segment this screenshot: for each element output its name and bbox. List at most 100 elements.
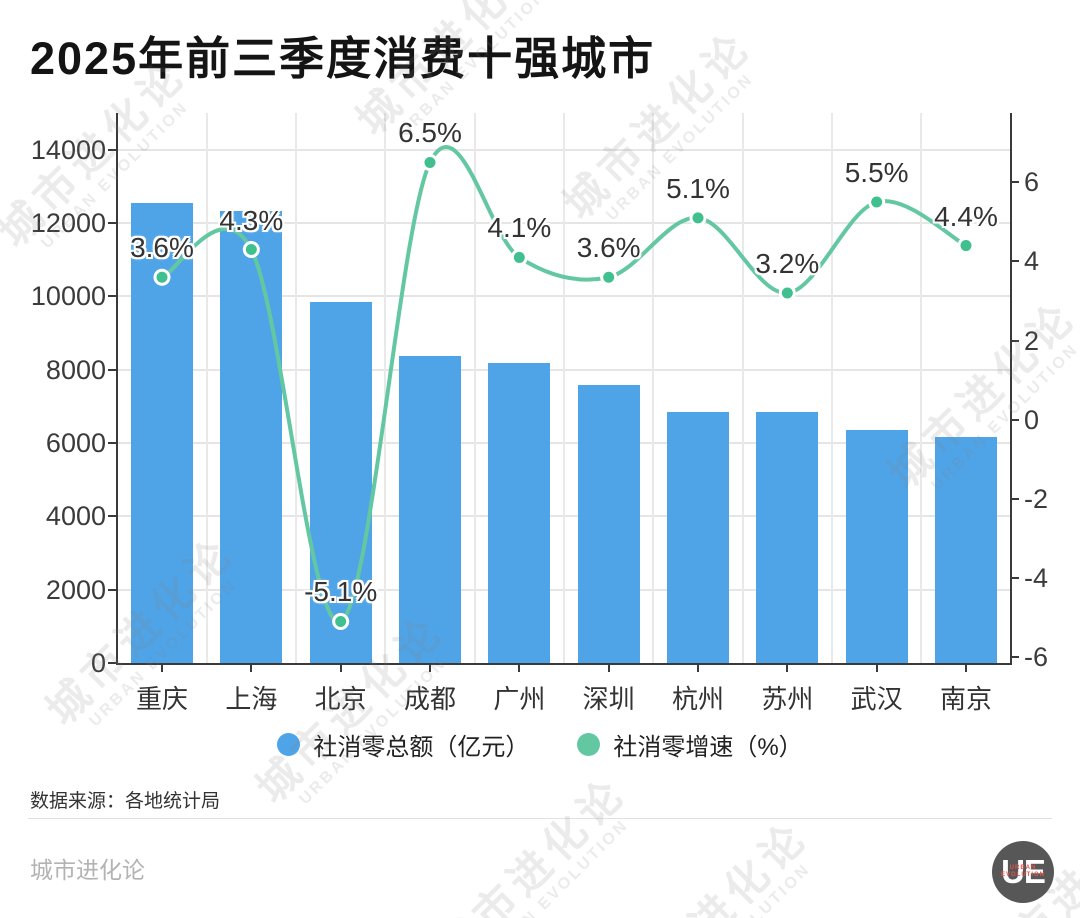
city-label-9: 南京 <box>939 684 992 714</box>
legend-item-1: 社消零增速（%） <box>577 727 803 762</box>
city-label-7: 苏州 <box>761 684 814 714</box>
legend-label-1: 社消零增速（%） <box>613 734 803 761</box>
left-axis-label-0: 0 <box>90 648 106 678</box>
growth-value-label-3: 6.5% <box>398 117 462 149</box>
gridline-v-1 <box>294 113 297 663</box>
bar-1 <box>220 210 283 663</box>
plot-area: 3.6% 4.3% -5.1% 6.5% 4.1% 3.6% 5.1% 3.2% 5.5% 4.4… <box>108 113 1019 672</box>
growth-point-0 <box>153 268 171 286</box>
gridline-v-8 <box>920 113 923 663</box>
legend: 社消零总额（亿元） 社消零增速（%） <box>0 727 1080 762</box>
right-tick-6 <box>1010 181 1019 184</box>
bar-6 <box>666 411 729 663</box>
footer-divider <box>28 818 1052 819</box>
growth-point-5 <box>600 268 618 286</box>
x-tick-1 <box>250 663 253 672</box>
right-axis-label-6: 6 <box>1024 167 1040 198</box>
bar-4 <box>488 362 551 663</box>
brand-name: 城市进化论 <box>30 857 145 883</box>
bar-5 <box>577 384 640 663</box>
legend-item-0: 社消零总额（亿元） <box>277 727 529 762</box>
growth-value-label-8: 5.5% <box>844 157 909 189</box>
left-axis-label-14000: 14000 <box>30 134 106 165</box>
right-tick-2 <box>1010 339 1019 342</box>
right-axis-label-2: 2 <box>1024 325 1040 356</box>
growth-value-label-2: -5.1% <box>304 576 378 608</box>
left-axis-label-10000: 10000 <box>30 281 106 312</box>
x-tick-3 <box>428 663 431 672</box>
logo-subtext: URBAN EVOLUTION <box>1000 865 1045 878</box>
left-tick-8000 <box>108 368 117 371</box>
growth-line-chart <box>153 145 975 630</box>
bar-8 <box>845 430 908 663</box>
growth-point-1 <box>242 241 260 259</box>
x-tick-7 <box>786 663 789 672</box>
growth-point-8 <box>868 193 886 211</box>
x-tick-9 <box>964 663 967 672</box>
left-tick-2000 <box>108 588 117 591</box>
legend-dot-icon-0 <box>277 733 301 756</box>
x-tick-4 <box>518 663 521 672</box>
gridline-v-6 <box>741 113 744 663</box>
right-axis-label-4: 4 <box>1024 246 1040 277</box>
growth-value-label-6: 5.1% <box>666 172 730 204</box>
legend-dot-icon-1 <box>577 733 601 756</box>
x-tick-5 <box>607 663 610 672</box>
legend-label-0: 社消零总额（亿元） <box>313 734 530 761</box>
right-tick-4 <box>1010 260 1019 263</box>
watermark-text-cn: 城市进化论 <box>611 811 818 918</box>
left-axis-line <box>116 113 118 665</box>
gridline-v-5 <box>652 113 655 663</box>
bar-3 <box>398 356 461 663</box>
growth-value-label-5: 3.6% <box>576 232 641 264</box>
gridline-v-0 <box>205 113 208 663</box>
city-label-6: 杭州 <box>671 684 724 714</box>
brand-logo: UE URBAN EVOLUTION <box>992 841 1054 903</box>
growth-value-label-1: 4.3% <box>219 204 284 236</box>
watermark-text-en: URBAN EVOLUTION <box>644 844 831 918</box>
watermark-text-cn: 城市进化论 <box>429 767 636 918</box>
left-axis-label-4000: 4000 <box>45 501 106 532</box>
x-tick-0 <box>161 663 163 672</box>
left-axis-label-2000: 2000 <box>45 574 106 605</box>
left-tick-10000 <box>108 295 117 298</box>
city-label-4: 广州 <box>493 684 546 714</box>
gridline-v-7 <box>830 113 833 663</box>
right-tick--6 <box>1010 656 1019 659</box>
left-tick-4000 <box>108 515 117 518</box>
right-axis-label--4: -4 <box>1024 562 1049 593</box>
growth-point-2 <box>332 612 350 630</box>
growth-point-3 <box>421 153 439 171</box>
right-axis-label--2: -2 <box>1024 483 1049 514</box>
x-tick-8 <box>875 663 878 672</box>
right-tick--4 <box>1010 576 1019 579</box>
bottom-axis-line <box>116 663 1012 665</box>
growth-line <box>161 145 967 624</box>
bar-2 <box>309 302 372 663</box>
city-label-2: 北京 <box>314 684 367 714</box>
gridline-v-3 <box>473 113 476 663</box>
watermark-6: 城市进化论 URBAN EVOLUTION <box>429 767 650 918</box>
growth-value-label-9: 4.4% <box>934 200 998 232</box>
right-tick--2 <box>1010 497 1019 500</box>
left-axis-label-12000: 12000 <box>30 208 106 238</box>
right-axis-label--6: -6 <box>1024 642 1049 673</box>
left-tick-14000 <box>108 148 117 151</box>
x-tick-6 <box>696 663 699 672</box>
growth-point-6 <box>689 209 707 227</box>
source-note: 数据来源：各地统计局 <box>30 791 221 812</box>
x-tick-2 <box>339 663 342 672</box>
left-axis-label-8000: 8000 <box>45 354 106 385</box>
city-label-5: 深圳 <box>582 684 635 714</box>
bar-7 <box>756 412 819 663</box>
city-label-8: 武汉 <box>850 684 903 714</box>
logo-text: UE <box>1001 853 1046 890</box>
bar-9 <box>934 437 997 663</box>
growth-point-9 <box>957 237 975 255</box>
left-axis-label-6000: 6000 <box>45 428 106 458</box>
left-tick-6000 <box>108 442 117 444</box>
city-label-0: 重庆 <box>135 684 188 714</box>
growth-point-4 <box>510 248 528 266</box>
